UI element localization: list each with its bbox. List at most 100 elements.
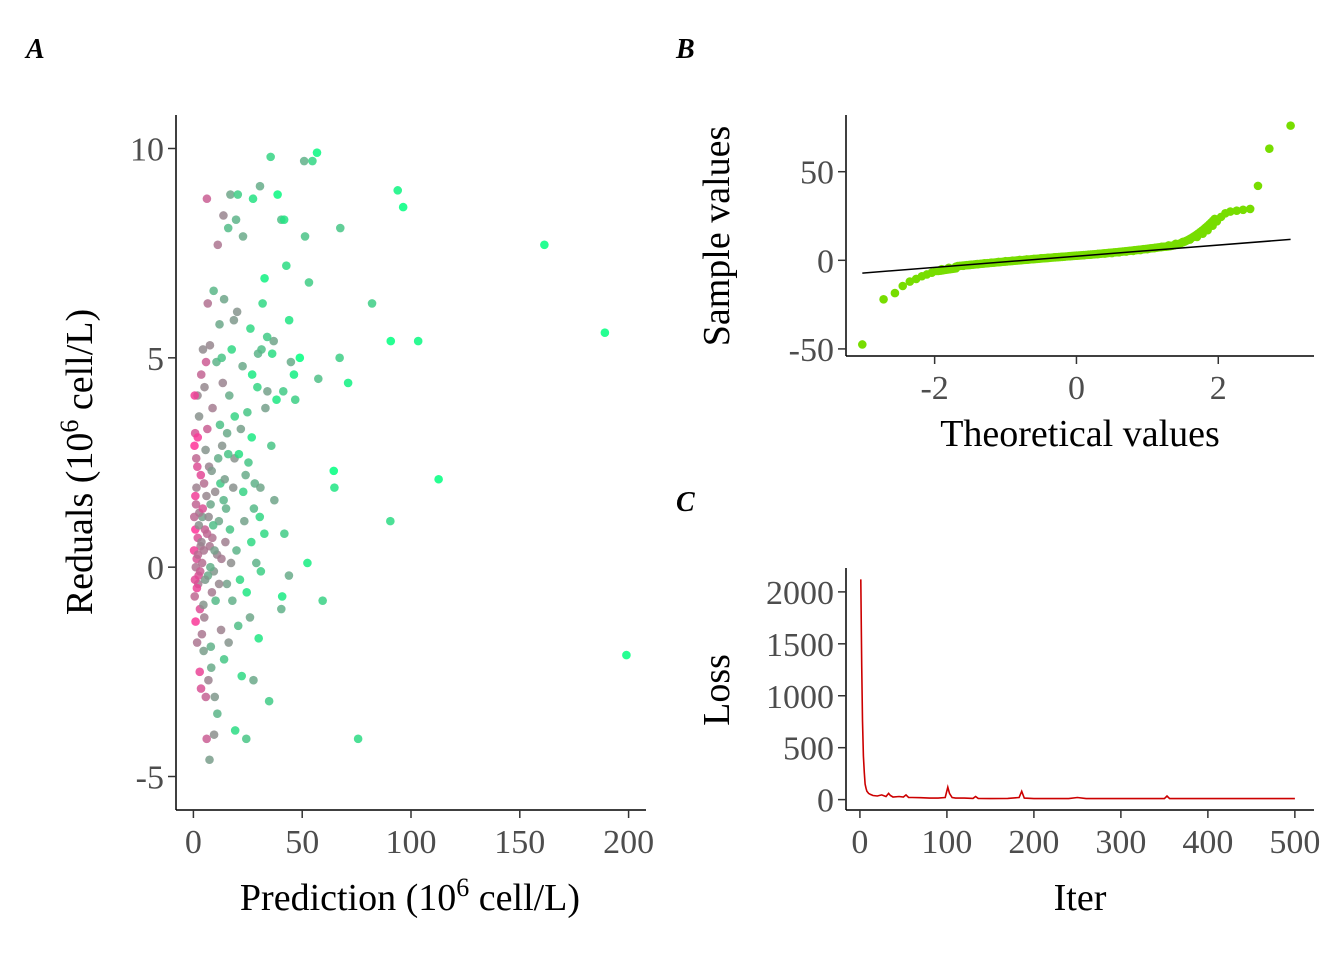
panel-b-qq-plot: -2 0 2 -50 0 50 Theoretical values Sample val… <box>696 115 1314 455</box>
a-data-point <box>290 395 300 404</box>
a-data-point <box>194 412 204 421</box>
c-y-tick-label: 2000 <box>766 575 834 612</box>
a-data-point <box>215 420 225 430</box>
a-y-tick-label: -5 <box>136 760 164 797</box>
a-data-point <box>386 336 396 346</box>
a-data-point <box>235 575 245 585</box>
a-data-point <box>329 466 339 476</box>
a-data-point <box>264 696 274 706</box>
a-data-point <box>190 575 200 585</box>
a-data-point <box>191 454 201 463</box>
a-data-point <box>213 454 223 463</box>
a-axes: 0 50 100 150 200 -5 0 5 10 <box>130 115 654 861</box>
a-data-point <box>203 424 212 434</box>
b-data-point <box>1210 214 1220 224</box>
a-data-point <box>233 621 243 631</box>
a-data-point <box>219 294 229 304</box>
a-data-point <box>335 353 344 363</box>
a-data-point <box>191 617 200 626</box>
a-data-point <box>215 320 224 329</box>
b-y-tick-label: 0 <box>817 243 834 280</box>
a-data-point <box>210 546 219 555</box>
a-data-point <box>192 638 202 647</box>
a-y-tick-label: 0 <box>147 550 164 587</box>
a-data-point <box>236 424 246 434</box>
b-data-point <box>1245 204 1255 214</box>
a-data-point <box>284 571 294 580</box>
panel-c-loss-curve: 0 100 200 300 400 500 0 500 1000 1500 2000 Iter Lo… <box>696 568 1320 919</box>
c-y-tick-label: 1500 <box>766 627 834 664</box>
a-data-point <box>434 474 443 484</box>
a-data-point <box>335 223 345 233</box>
panel-label-c: C <box>676 487 695 518</box>
a-data-point <box>192 583 202 593</box>
a-data-point <box>255 181 265 191</box>
a-data-point <box>295 353 305 363</box>
b-reference-line <box>862 238 1291 274</box>
a-data-point <box>203 299 213 308</box>
a-data-point <box>197 537 206 547</box>
a-data-point <box>238 361 247 371</box>
a-data-point <box>256 483 265 492</box>
a-data-point <box>249 504 259 513</box>
a-data-point <box>314 374 323 384</box>
a-data-point <box>198 504 208 513</box>
a-data-point <box>207 466 216 476</box>
a-data-point <box>202 529 212 538</box>
a-data-point <box>223 449 233 459</box>
c-x-tick-label: 100 <box>921 824 972 861</box>
a-data-point <box>222 428 232 438</box>
b-x-tick-label: -2 <box>920 370 948 407</box>
a-data-point <box>220 474 230 484</box>
a-data-point <box>226 190 235 199</box>
a-data-point <box>269 336 278 346</box>
a-data-point <box>393 186 403 195</box>
a-data-point <box>367 299 377 308</box>
c-x-tick-label: 200 <box>1008 824 1059 861</box>
a-data-point <box>246 324 255 333</box>
a-data-point <box>413 336 423 346</box>
a-data-point <box>261 403 270 413</box>
a-data-point <box>244 458 253 467</box>
b-points <box>858 121 1295 349</box>
a-data-point <box>207 587 217 597</box>
a-data-point <box>258 299 267 308</box>
b-data-point <box>1238 205 1248 215</box>
a-data-point <box>262 332 272 342</box>
a-data-point <box>233 190 243 199</box>
a-data-point <box>266 152 275 162</box>
a-data-point <box>253 382 262 392</box>
a-data-point <box>191 491 200 501</box>
c-axes: 0 100 200 300 400 500 0 500 1000 1500 2000 <box>766 568 1320 861</box>
a-data-point <box>277 592 287 601</box>
a-points <box>189 148 631 765</box>
b-x-axis-title: Theoretical values <box>940 413 1220 455</box>
c-loss-series-line <box>860 579 1295 800</box>
a-data-point <box>195 667 205 677</box>
a-data-point <box>230 726 240 735</box>
a-data-point <box>208 521 218 530</box>
a-data-point <box>190 441 199 451</box>
a-data-point <box>282 261 291 271</box>
a-data-point <box>232 307 242 317</box>
b-y-tick-label: -50 <box>789 332 834 369</box>
c-x-tick-label: 400 <box>1182 824 1233 861</box>
a-data-point <box>221 537 230 547</box>
a-data-point <box>241 734 251 744</box>
a-data-point <box>193 462 202 471</box>
a-data-point <box>226 558 236 568</box>
a-data-point <box>353 734 363 744</box>
a-data-point <box>263 387 272 396</box>
a-data-point <box>199 479 209 488</box>
a-data-point <box>225 391 234 400</box>
a-data-point <box>218 378 228 388</box>
a-data-point <box>303 558 312 568</box>
a-data-point <box>330 483 339 492</box>
a-data-point <box>279 215 289 224</box>
a-data-point <box>223 223 233 233</box>
a-data-point <box>622 650 631 660</box>
a-data-point <box>206 663 216 672</box>
a-data-point <box>192 483 201 492</box>
a-data-point <box>199 613 209 622</box>
